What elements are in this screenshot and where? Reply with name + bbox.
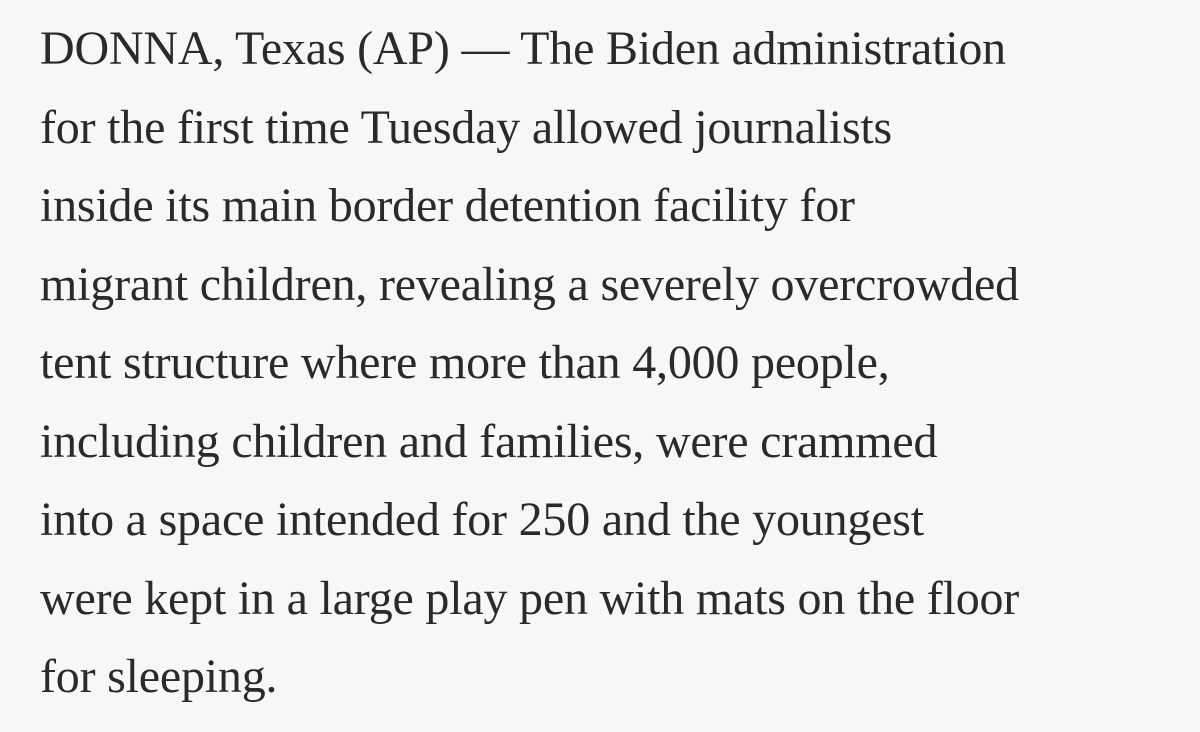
article-line: including children and families, were cr… bbox=[40, 414, 938, 468]
article-line: DONNA, Texas (AP) — The Biden administra… bbox=[40, 22, 1006, 75]
article-line: tent structure where more than 4,000 peo… bbox=[40, 336, 890, 389]
article-line: were kept in a large play pen with mats … bbox=[40, 571, 1020, 625]
article-paragraph: DONNA, Texas (AP) — The Biden administra… bbox=[40, 10, 1190, 717]
article-line: into a space intended for 250 and the yo… bbox=[40, 493, 924, 546]
article-line: migrant children, revealing a severely o… bbox=[40, 257, 1019, 311]
article-line: for sleeping. bbox=[40, 650, 278, 703]
article-line: inside its main border detention facilit… bbox=[40, 179, 855, 232]
article-line: for the first time Tuesday allowed journ… bbox=[40, 100, 893, 154]
